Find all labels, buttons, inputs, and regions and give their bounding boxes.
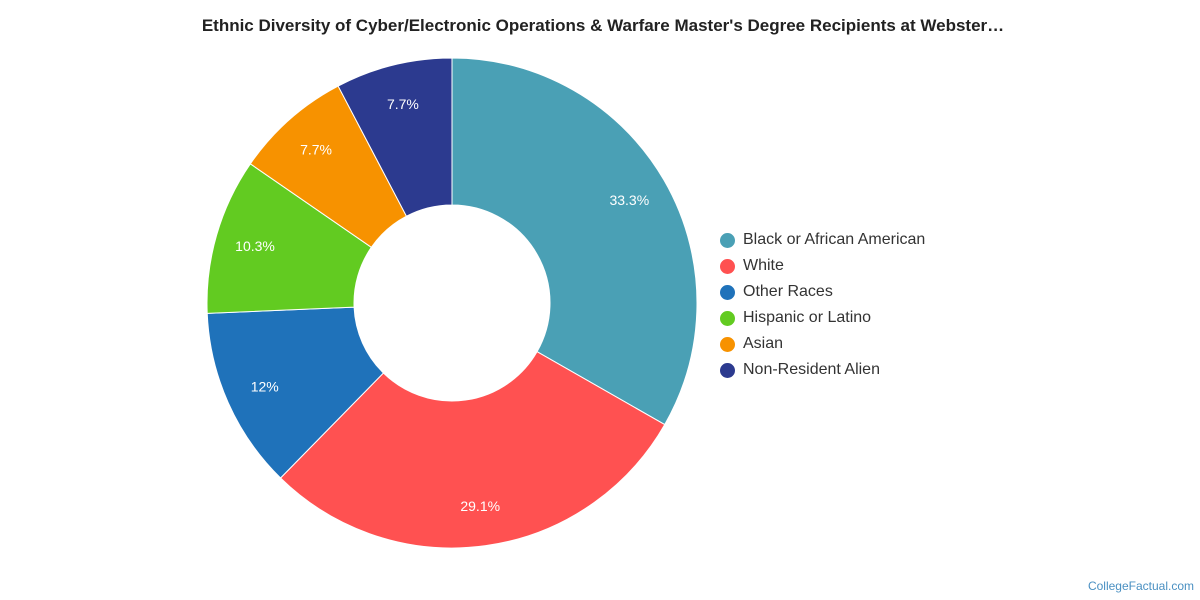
slice-label-white: 29.1% bbox=[460, 498, 500, 514]
site-credit[interactable]: CollegeFactual.com bbox=[1087, 579, 1194, 593]
slice-label-non-resident-alien: 7.7% bbox=[387, 96, 419, 112]
legend-marker bbox=[720, 362, 735, 378]
legend-item-black-or-african-american[interactable]: Black or African American bbox=[720, 227, 925, 253]
slice-label-other-races: 12% bbox=[251, 378, 279, 394]
legend-label: Black or African American bbox=[743, 231, 926, 248]
slice-label-asian: 7.7% bbox=[300, 142, 332, 158]
legend-item-asian[interactable]: Asian bbox=[720, 331, 925, 357]
slice-white[interactable] bbox=[279, 350, 666, 549]
legend-label: Asian bbox=[743, 335, 784, 352]
legend-item-other-races[interactable]: Other Races bbox=[720, 279, 925, 305]
legend-marker bbox=[720, 310, 735, 326]
chart-legend: Black or African American White Other Race… bbox=[720, 227, 925, 383]
legend-item-non-resident-alien[interactable]: Non-Resident Alien bbox=[720, 357, 925, 383]
legend-label: Hispanic or Latino bbox=[743, 309, 872, 326]
slice-label-hispanic-or-latino: 10.3% bbox=[235, 238, 275, 254]
legend-marker bbox=[720, 232, 735, 248]
slice-hispanic-or-latino[interactable] bbox=[206, 163, 373, 314]
donut-slices bbox=[206, 57, 698, 549]
legend-label: Other Races bbox=[743, 283, 833, 300]
legend-marker bbox=[720, 284, 735, 300]
slice-black-or-african-american[interactable] bbox=[451, 57, 698, 426]
legend-marker bbox=[720, 258, 735, 274]
legend-marker bbox=[720, 336, 735, 352]
legend-label: Non-Resident Alien bbox=[743, 361, 880, 378]
chart-title: Ethnic Diversity of Cyber/Electronic Ope… bbox=[201, 16, 1005, 35]
legend-item-hispanic-or-latino[interactable]: Hispanic or Latino bbox=[720, 305, 925, 331]
slice-label-black-or-african-american: 33.3% bbox=[609, 192, 649, 208]
legend-label: White bbox=[743, 257, 784, 274]
slice-other-races[interactable] bbox=[206, 306, 385, 479]
slice-non-resident-alien[interactable] bbox=[337, 57, 453, 217]
legend-item-white[interactable]: White bbox=[720, 253, 925, 279]
donut-slice-labels: 33.3% 29.1% 12% 10.3% 7.7% 7.7% bbox=[235, 96, 649, 514]
